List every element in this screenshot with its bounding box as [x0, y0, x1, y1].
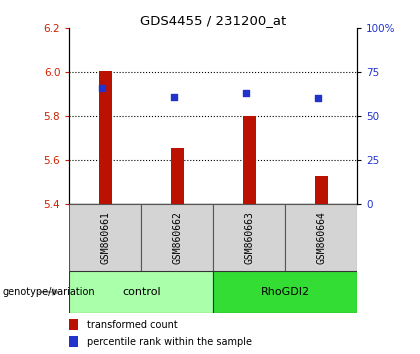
Point — [171, 94, 178, 99]
Point — [315, 96, 322, 101]
Text: GSM860664: GSM860664 — [316, 211, 326, 264]
Title: GDS4455 / 231200_at: GDS4455 / 231200_at — [140, 14, 286, 27]
Text: GSM860663: GSM860663 — [244, 211, 254, 264]
Text: RhoGDI2: RhoGDI2 — [260, 287, 310, 297]
Bar — [69, 319, 78, 330]
Bar — [69, 336, 78, 347]
Point — [243, 90, 249, 96]
Bar — [171, 148, 184, 204]
Bar — [315, 176, 328, 204]
Bar — [69, 271, 213, 313]
Text: GSM860661: GSM860661 — [100, 211, 110, 264]
Bar — [213, 204, 285, 271]
Text: GSM860662: GSM860662 — [172, 211, 182, 264]
Bar — [243, 116, 256, 204]
Text: percentile rank within the sample: percentile rank within the sample — [87, 337, 252, 347]
Text: control: control — [122, 287, 160, 297]
Bar — [285, 204, 357, 271]
Bar — [213, 271, 357, 313]
Point — [99, 85, 106, 91]
Text: genotype/variation: genotype/variation — [2, 287, 95, 297]
Bar — [99, 71, 112, 204]
Bar — [69, 204, 141, 271]
Bar — [141, 204, 213, 271]
Text: transformed count: transformed count — [87, 320, 177, 330]
